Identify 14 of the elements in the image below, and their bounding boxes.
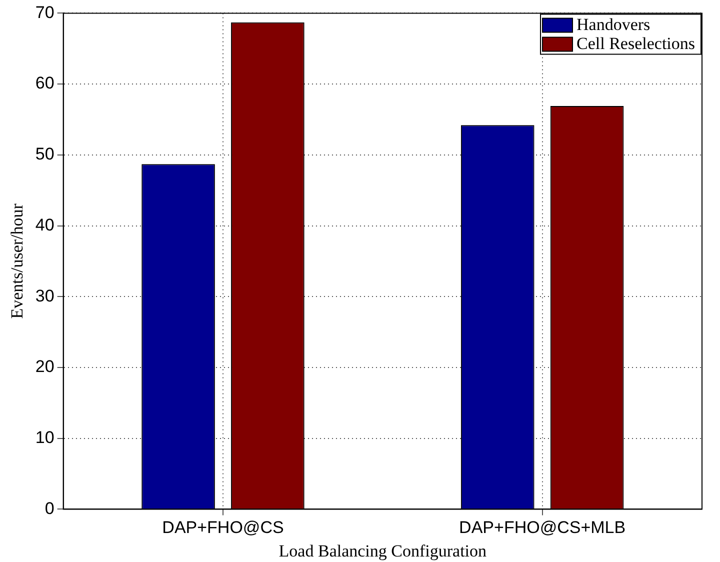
y-tick-label: 40 <box>35 215 54 234</box>
y-tick-label: 70 <box>35 2 54 22</box>
y-tick-label: 30 <box>35 286 54 306</box>
y-tick-label: 10 <box>35 428 54 448</box>
y-tick-label: 60 <box>35 74 54 93</box>
x-tick-label: DAP+FHO@CS <box>162 518 284 538</box>
y-tick-label: 50 <box>35 144 54 164</box>
y-tick-label: 0 <box>44 498 54 518</box>
x-axis-title: Load Balancing Configuration <box>278 541 488 560</box>
y-tick-label: 20 <box>35 357 54 376</box>
legend-label: Cell Reselections <box>576 34 696 54</box>
y-axis-title: Events/user/hour <box>8 203 27 319</box>
legend-label: Handovers <box>576 15 650 34</box>
x-tick-label: DAP+FHO@CS+MLB <box>459 518 626 538</box>
